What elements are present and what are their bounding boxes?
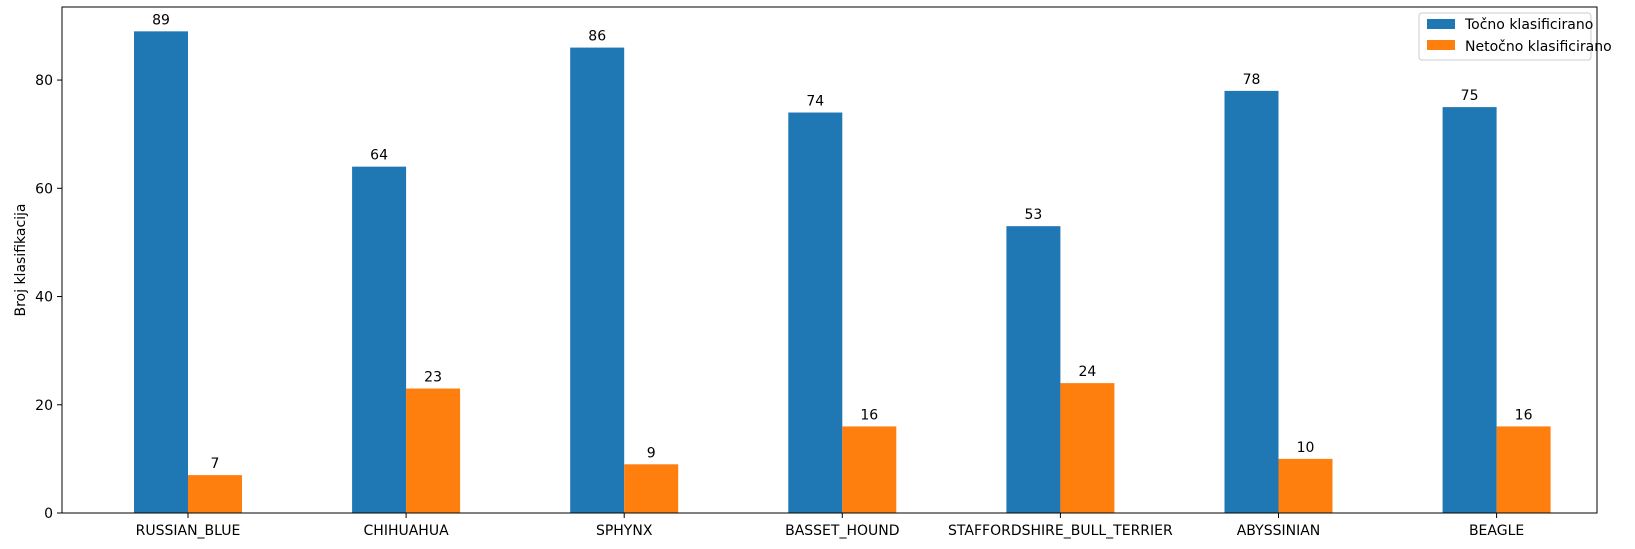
data-label: 86 xyxy=(588,29,606,45)
data-label: 7 xyxy=(211,456,220,472)
bar-netocno-chihuahua xyxy=(406,388,461,513)
bar-netocno-beagle xyxy=(1496,426,1551,513)
x-tick-label: SPHYNX xyxy=(596,523,653,539)
bar-tocno-abyssinian xyxy=(1224,90,1279,513)
bar-tocno-beagle xyxy=(1442,107,1497,513)
data-label: 16 xyxy=(1515,407,1533,423)
data-label: 24 xyxy=(1078,364,1096,380)
bar-netocno-staffordshire_bull_terrier xyxy=(1060,383,1115,513)
bar-tocno-sphynx xyxy=(570,47,625,514)
legend-label-netocno: Netočno klasificirano xyxy=(1465,39,1612,55)
legend-swatch-netocno xyxy=(1427,40,1455,50)
x-tick-label: STAFFORDSHIRE_BULL_TERRIER xyxy=(948,523,1173,539)
data-label: 74 xyxy=(806,94,824,110)
bar-tocno-staffordshire_bull_terrier xyxy=(1006,226,1061,514)
legend-box xyxy=(1418,12,1592,61)
x-tick-label: CHIHUAHUA xyxy=(364,523,450,539)
x-tick-label: BEAGLE xyxy=(1469,523,1524,539)
data-label: 64 xyxy=(370,148,388,164)
y-tick-label: 60 xyxy=(35,181,53,197)
y-tick-label: 20 xyxy=(35,398,53,414)
y-tick-label: 40 xyxy=(35,290,53,306)
data-label: 10 xyxy=(1297,440,1315,456)
bar-netocno-russian_blue xyxy=(188,475,242,513)
bar-netocno-basset_hound xyxy=(842,426,897,513)
data-labels-layer: 89 7 64 23 86 9 74 16 53 24 78 10 75 16 xyxy=(152,12,1533,472)
y-axis-label: Broj klasifikacija xyxy=(13,203,29,316)
legend-label-tocno: Točno klasificirano xyxy=(1464,17,1593,33)
bar-tocno-basset_hound xyxy=(788,112,843,513)
data-label: 89 xyxy=(152,12,170,28)
x-axis: RUSSIAN_BLUE CHIHUAHUA SPHYNX BASSET_HOUND S… xyxy=(136,513,1524,539)
data-label: 75 xyxy=(1461,88,1479,104)
legend-swatch-tocno xyxy=(1427,19,1455,29)
data-label: 53 xyxy=(1024,207,1042,223)
bar-netocno-abyssinian xyxy=(1278,458,1333,513)
bars-layer xyxy=(134,31,1551,514)
bar-tocno-russian_blue xyxy=(134,31,188,514)
x-tick-label: RUSSIAN_BLUE xyxy=(136,523,241,539)
legend: Točno klasificirano Netočno klasificiran… xyxy=(1418,12,1612,61)
y-tick-label: 0 xyxy=(44,506,53,522)
bar-tocno-chihuahua xyxy=(352,166,407,513)
data-label: 9 xyxy=(647,445,656,461)
plot-frame xyxy=(61,6,1598,514)
x-tick-label: ABYSSINIAN xyxy=(1237,523,1321,539)
data-label: 16 xyxy=(860,407,878,423)
y-tick-label: 80 xyxy=(35,73,53,89)
bar-netocno-sphynx xyxy=(624,464,679,513)
data-label: 23 xyxy=(424,370,442,386)
x-tick-label: BASSET_HOUND xyxy=(785,523,899,539)
y-axis: 0 20 40 60 80 xyxy=(35,73,62,522)
data-label: 78 xyxy=(1243,72,1261,88)
